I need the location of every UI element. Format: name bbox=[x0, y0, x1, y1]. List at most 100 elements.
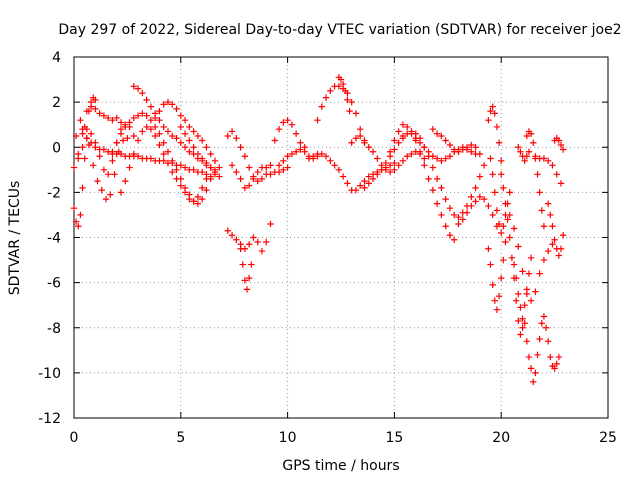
data-point bbox=[207, 164, 214, 171]
data-point bbox=[198, 168, 206, 176]
data-point bbox=[143, 96, 150, 104]
series-arc10 bbox=[177, 123, 223, 180]
x-tick-label: 5 bbox=[176, 430, 185, 446]
data-point bbox=[506, 189, 513, 196]
data-point bbox=[525, 148, 533, 155]
data-point bbox=[348, 139, 355, 146]
data-point bbox=[346, 107, 353, 115]
data-point bbox=[139, 128, 146, 135]
data-point bbox=[429, 126, 437, 133]
data-point bbox=[194, 150, 202, 158]
data-point bbox=[489, 171, 496, 178]
data-point bbox=[523, 132, 531, 140]
data-point bbox=[515, 243, 522, 250]
data-point bbox=[404, 153, 411, 160]
data-point bbox=[216, 173, 223, 180]
data-point bbox=[198, 195, 206, 203]
data-point bbox=[248, 261, 255, 268]
data-point bbox=[322, 153, 330, 160]
data-point bbox=[438, 211, 445, 219]
data-point bbox=[472, 144, 479, 151]
x-tick-label: 10 bbox=[279, 430, 297, 446]
data-point bbox=[399, 121, 407, 128]
data-point bbox=[498, 171, 505, 178]
data-point bbox=[335, 83, 343, 90]
data-point bbox=[267, 220, 274, 228]
y-tick-label: -2 bbox=[47, 185, 61, 201]
data-point bbox=[83, 107, 91, 115]
data-point bbox=[395, 162, 402, 169]
data-point bbox=[442, 137, 449, 144]
y-tick-label: -4 bbox=[47, 231, 61, 247]
data-point bbox=[81, 123, 88, 131]
data-point bbox=[487, 261, 494, 268]
data-point bbox=[87, 139, 95, 146]
data-point bbox=[455, 213, 462, 221]
series-arc22 bbox=[361, 132, 407, 192]
data-point bbox=[498, 274, 505, 282]
data-point bbox=[100, 112, 108, 119]
series-arc33 bbox=[521, 313, 563, 386]
data-point bbox=[92, 144, 99, 151]
data-point bbox=[203, 186, 210, 194]
data-point bbox=[369, 148, 377, 155]
data-point bbox=[241, 184, 249, 192]
data-point bbox=[284, 116, 291, 124]
data-point bbox=[357, 182, 364, 189]
data-point bbox=[254, 177, 261, 185]
data-point bbox=[271, 137, 278, 144]
data-point bbox=[216, 164, 223, 171]
data-point bbox=[391, 146, 398, 153]
x-tick-label: 20 bbox=[492, 430, 510, 446]
data-point bbox=[538, 320, 545, 327]
data-point bbox=[75, 223, 82, 230]
data-point bbox=[173, 166, 180, 174]
data-point bbox=[442, 195, 449, 203]
data-point bbox=[438, 184, 445, 192]
data-point bbox=[416, 135, 424, 142]
series-arc29 bbox=[485, 238, 509, 313]
data-point bbox=[280, 157, 287, 164]
data-point bbox=[399, 157, 407, 164]
data-point bbox=[515, 317, 522, 325]
data-point bbox=[77, 211, 84, 219]
data-point bbox=[107, 191, 114, 198]
data-point bbox=[395, 128, 402, 135]
data-point bbox=[446, 141, 454, 149]
data-point bbox=[515, 144, 522, 151]
data-point bbox=[90, 162, 97, 169]
data-point bbox=[164, 128, 172, 135]
data-point bbox=[186, 123, 193, 131]
data-point bbox=[540, 256, 548, 264]
data-point bbox=[374, 171, 381, 178]
data-point bbox=[169, 101, 176, 108]
data-point bbox=[412, 137, 419, 144]
data-point bbox=[288, 150, 296, 158]
data-point bbox=[203, 144, 210, 151]
data-point bbox=[124, 135, 131, 142]
data-point bbox=[186, 195, 193, 203]
data-point bbox=[559, 232, 567, 239]
data-point bbox=[104, 114, 112, 122]
data-point bbox=[521, 157, 528, 164]
data-point bbox=[476, 193, 484, 201]
data-point bbox=[147, 155, 155, 162]
series-arc20 bbox=[305, 150, 398, 194]
data-point bbox=[500, 223, 507, 230]
series-arc16 bbox=[271, 116, 321, 162]
data-point bbox=[292, 130, 300, 137]
data-point bbox=[181, 144, 189, 151]
data-point bbox=[151, 132, 159, 140]
data-point bbox=[224, 227, 231, 234]
y-tick-label: 4 bbox=[52, 50, 61, 66]
data-point bbox=[134, 137, 142, 144]
data-point bbox=[357, 132, 364, 140]
data-point bbox=[92, 105, 99, 113]
data-point bbox=[495, 292, 503, 300]
data-point bbox=[254, 238, 261, 246]
data-point bbox=[480, 195, 488, 203]
data-point bbox=[433, 175, 441, 183]
data-point bbox=[250, 175, 257, 183]
data-point bbox=[485, 245, 492, 252]
data-point bbox=[468, 202, 475, 210]
